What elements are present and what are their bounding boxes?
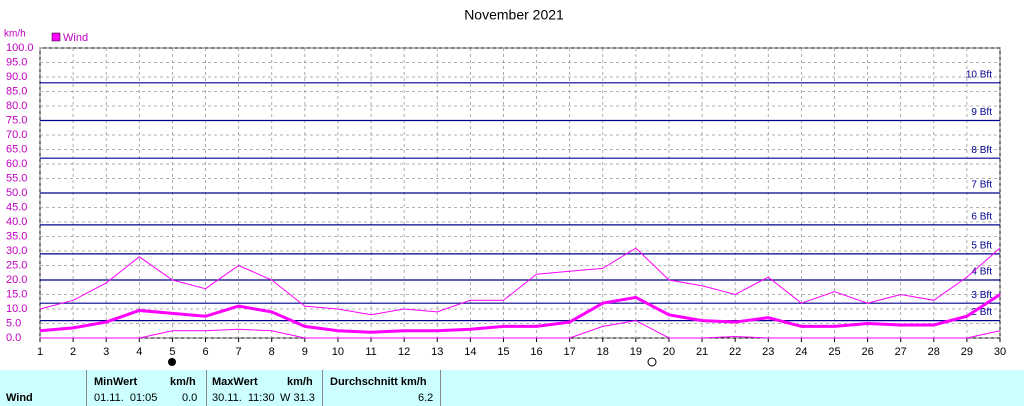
beaufort-label: 6 Bft xyxy=(971,212,992,223)
beaufort-label: 3 Bft xyxy=(971,290,992,301)
y-tick-label: 95.0 xyxy=(6,56,27,68)
separator xyxy=(440,370,441,406)
y-axis-label: km/h xyxy=(4,29,26,40)
x-tick-label: 5 xyxy=(169,346,175,358)
x-tick-label: 14 xyxy=(464,346,476,358)
separator xyxy=(206,370,207,406)
y-tick-label: 70.0 xyxy=(6,129,27,141)
x-tick-label: 24 xyxy=(795,346,807,358)
x-tick-label: 6 xyxy=(202,346,208,358)
legend-swatch xyxy=(51,32,61,42)
y-tick-label: 90.0 xyxy=(6,71,27,83)
x-tick-label: 22 xyxy=(729,346,741,358)
x-tick-label: 7 xyxy=(236,346,242,358)
x-tick-label: 23 xyxy=(762,346,774,358)
header: MinWert xyxy=(94,376,138,388)
beaufort-label: 4 Bft xyxy=(971,267,992,278)
y-tick-label: 40.0 xyxy=(6,216,27,228)
beaufort-label: 7 Bft xyxy=(971,180,992,191)
x-tick-label: 10 xyxy=(332,346,344,358)
x-tick-label: 9 xyxy=(302,346,308,358)
y-tick-label: 25.0 xyxy=(6,259,27,271)
x-tick-label: 21 xyxy=(696,346,708,358)
y-tick-label: 0.0 xyxy=(6,332,21,344)
y-tick-label: 85.0 xyxy=(6,85,27,97)
y-tick-label: 15.0 xyxy=(6,288,27,300)
y-tick-label: 35.0 xyxy=(6,230,27,242)
x-tick-label: 3 xyxy=(103,346,109,358)
y-tick-label: 100.0 xyxy=(6,42,34,54)
y-tick-label: 50.0 xyxy=(6,187,27,199)
cell: 30.11. 11:30 xyxy=(212,392,275,404)
x-tick-label: 18 xyxy=(597,346,609,358)
beaufort-label: 5 Bft xyxy=(971,241,992,252)
y-tick-label: 80.0 xyxy=(6,100,27,112)
legend-label: Wind xyxy=(63,32,88,44)
y-tick-label: 75.0 xyxy=(6,114,27,126)
x-tick-label: 29 xyxy=(961,346,973,358)
mean-line xyxy=(39,293,1001,334)
y-tick-label: 20.0 xyxy=(6,274,27,286)
x-tick-label: 26 xyxy=(861,346,873,358)
chart: November 2021 km/h Wind 0.0 5.0 10.0 15.0 20… xyxy=(4,7,1006,367)
max-line xyxy=(39,247,1001,316)
x-tick-label: 30 xyxy=(994,346,1006,358)
moon-full xyxy=(168,358,176,366)
cell: W 31.3 xyxy=(280,392,315,404)
beaufort-label: 10 Bft xyxy=(966,69,992,80)
x-tick-label: 15 xyxy=(497,346,509,358)
x-tick-label: 16 xyxy=(530,346,542,358)
cell: 01.11. 01:05 xyxy=(94,392,158,404)
x-tick-label: 28 xyxy=(928,346,940,358)
header: MaxWert xyxy=(212,376,258,388)
x-tick-label: 8 xyxy=(269,346,275,358)
cell: 0.0 xyxy=(182,392,198,404)
y-tick-label: 65.0 xyxy=(6,143,27,155)
header: Durchschnitt km/h xyxy=(330,376,427,388)
x-tick-label: 25 xyxy=(828,346,840,358)
y-tick-label: 30.0 xyxy=(6,245,27,257)
x-tick-label: 4 xyxy=(136,346,142,358)
x-tick-label: 20 xyxy=(663,346,675,358)
beaufort-label: 2 Bft xyxy=(971,307,992,318)
cell: 6.2 xyxy=(418,392,434,404)
x-tick-label: 2 xyxy=(70,346,76,358)
x-tick-label: 11 xyxy=(365,346,376,358)
stats-table: Wind MinWert km/h 01.11. 01:05 0.0 MaxWe… xyxy=(0,370,1024,406)
y-tick-label: 60.0 xyxy=(6,158,27,170)
x-tick-label: 27 xyxy=(895,346,907,358)
separator xyxy=(86,370,87,406)
y-tick-label: 55.0 xyxy=(6,172,27,184)
beaufort-label: 9 Bft xyxy=(971,107,992,118)
header: km/h xyxy=(170,376,196,388)
x-tick-label: 17 xyxy=(564,346,576,358)
min-line xyxy=(40,320,1001,339)
y-tick-label: 45.0 xyxy=(6,201,27,213)
chart-title: November 2021 xyxy=(464,7,564,23)
x-tick-label: 19 xyxy=(630,346,642,358)
x-tick-label: 1 xyxy=(37,346,43,358)
y-tick-label: 5.0 xyxy=(6,317,21,329)
x-tick-label: 12 xyxy=(398,346,410,358)
moon-new xyxy=(647,357,657,367)
separator xyxy=(322,370,323,406)
beaufort-label: 8 Bft xyxy=(971,145,992,156)
row-label: Wind xyxy=(6,392,33,404)
x-tick-label: 13 xyxy=(431,346,443,358)
y-tick-label: 10.0 xyxy=(6,303,27,315)
header: km/h xyxy=(287,376,313,388)
